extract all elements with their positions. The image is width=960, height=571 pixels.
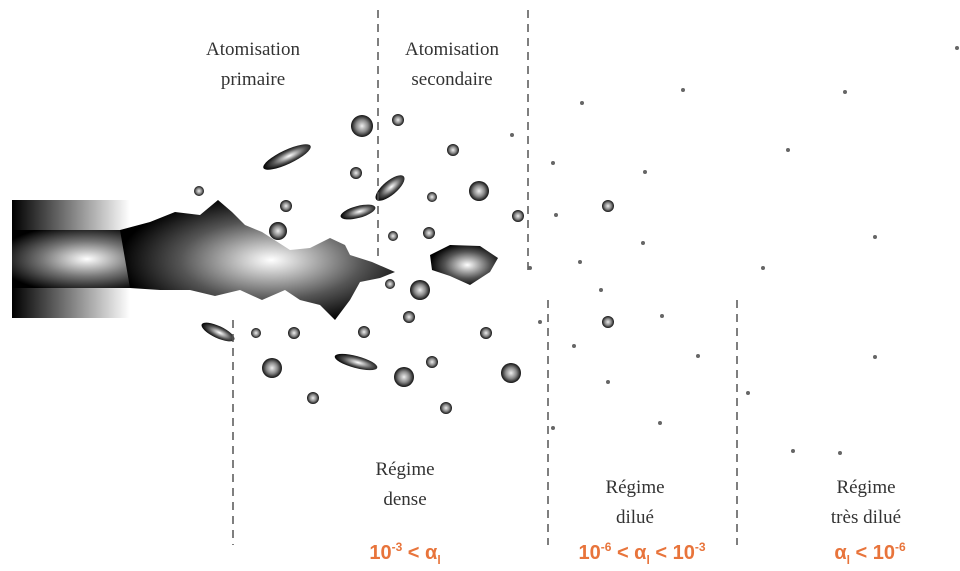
droplet (602, 200, 614, 212)
label-line: dilué (605, 503, 664, 533)
label-line: très dilué (831, 503, 901, 533)
label-line: Régime (605, 473, 664, 503)
droplet (350, 167, 362, 179)
label-line: Atomisation (405, 35, 499, 65)
droplet (681, 88, 685, 92)
droplet (501, 363, 521, 383)
droplet (251, 328, 261, 338)
droplet (385, 279, 395, 289)
ligament (372, 171, 409, 205)
cond-part: < 10 (850, 542, 895, 564)
droplet (955, 46, 959, 50)
droplet (538, 320, 542, 324)
droplet (551, 161, 555, 165)
droplet (262, 358, 282, 378)
cond-part: -3 (695, 540, 706, 554)
droplet (307, 392, 319, 404)
condition: 10-3 < αl (369, 540, 440, 567)
droplet (602, 316, 614, 328)
droplet (761, 266, 765, 270)
droplet (288, 327, 300, 339)
droplet (447, 144, 459, 156)
cond-part: -6 (895, 540, 906, 554)
droplet (606, 380, 610, 384)
ligament (333, 351, 379, 374)
label-line: primaire (206, 65, 300, 95)
droplet (658, 421, 662, 425)
droplet (512, 210, 524, 222)
cond-part: < α (611, 542, 646, 564)
droplet (696, 354, 700, 358)
condition: 10-6 < αl < 10-3 (578, 540, 705, 567)
condition: αl < 10-6 (834, 540, 905, 567)
droplet (351, 115, 373, 137)
label-line: Atomisation (206, 35, 300, 65)
droplet (280, 200, 292, 212)
cond-part: -3 (392, 540, 403, 554)
cond-part: < α (402, 542, 437, 564)
droplet (358, 326, 370, 338)
droplet (572, 344, 576, 348)
ligament (199, 319, 237, 345)
droplet (838, 451, 842, 455)
droplet (269, 222, 287, 240)
droplet (641, 241, 645, 245)
droplet (528, 266, 532, 270)
label-line: dense (375, 485, 434, 515)
droplet (580, 101, 584, 105)
label-line: secondaire (405, 65, 499, 95)
droplet (554, 213, 558, 217)
cond-part: -6 (601, 540, 612, 554)
cond-part: 10 (369, 542, 391, 564)
diagram: Atomisationprimaire Atomisationsecondair… (0, 0, 960, 571)
droplet (643, 170, 647, 174)
droplet (843, 90, 847, 94)
droplet (194, 186, 204, 196)
ligament (260, 140, 313, 175)
droplet (469, 181, 489, 201)
droplet (392, 114, 404, 126)
droplet (578, 260, 582, 264)
droplet (660, 314, 664, 318)
droplet (388, 231, 398, 241)
cond-part: l (437, 553, 440, 567)
droplet (873, 235, 877, 239)
droplet (480, 327, 492, 339)
droplet (786, 148, 790, 152)
cond-part: < 10 (650, 542, 695, 564)
droplet (873, 355, 877, 359)
ligament (430, 245, 498, 285)
droplet (423, 227, 435, 239)
droplet (403, 311, 415, 323)
cond-part: α (834, 542, 846, 564)
cond-part: 10 (578, 542, 600, 564)
droplet (746, 391, 750, 395)
droplet (440, 402, 452, 414)
droplet (427, 192, 437, 202)
droplet (599, 288, 603, 292)
droplet (510, 133, 514, 137)
droplet (791, 449, 795, 453)
droplet (410, 280, 430, 300)
droplet (394, 367, 414, 387)
droplet (551, 426, 555, 430)
label-line: Régime (375, 455, 434, 485)
ligament (339, 202, 377, 223)
droplet (426, 356, 438, 368)
label-line: Régime (831, 473, 901, 503)
